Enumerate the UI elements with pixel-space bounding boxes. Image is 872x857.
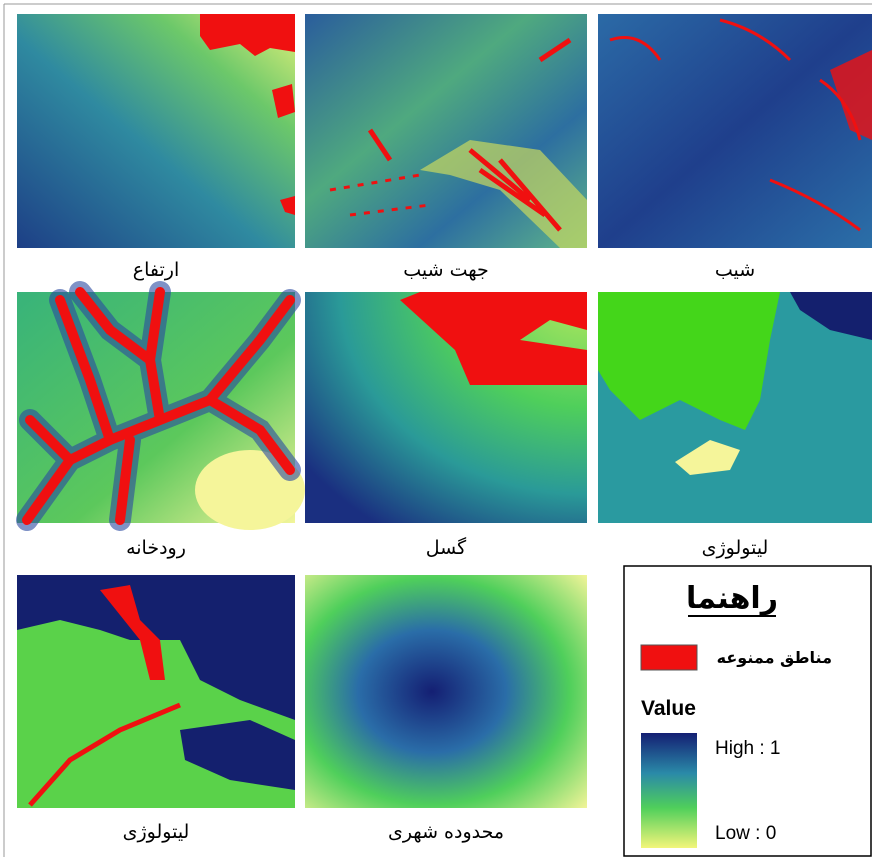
panel-label: لیتولوژی xyxy=(123,821,190,843)
legend-low: Low : 0 xyxy=(715,823,776,844)
panel-label: محدوده شهری xyxy=(388,821,504,843)
fault-map xyxy=(305,292,587,523)
urban-map xyxy=(305,575,587,808)
legend: راهنما مناطق ممنوعه Value High : 1 Low :… xyxy=(624,566,871,856)
aspect-map xyxy=(305,14,587,248)
elevation-map xyxy=(17,14,295,248)
legend-value-title: Value xyxy=(641,697,696,720)
panel-label: گسل xyxy=(426,536,467,559)
panel-label: جهت شیب xyxy=(403,259,489,281)
lithology-map-2 xyxy=(17,575,295,808)
panel-label: رودخانه xyxy=(126,537,186,559)
panel-label: ارتفاع xyxy=(133,259,179,281)
panel-label: لیتولوژی xyxy=(702,537,769,559)
river-map xyxy=(17,292,305,530)
map-figure: ارتفاع جهت شیب شیب رودخانه گسل لیتولوژی … xyxy=(0,0,872,857)
legend-restricted: مناطق ممنوعه xyxy=(717,648,832,667)
lithology-map xyxy=(598,292,872,523)
legend-high: High : 1 xyxy=(715,738,780,759)
slope-map xyxy=(598,14,872,248)
legend-title: راهنما xyxy=(686,581,778,616)
panel-label: شیب xyxy=(715,259,755,281)
